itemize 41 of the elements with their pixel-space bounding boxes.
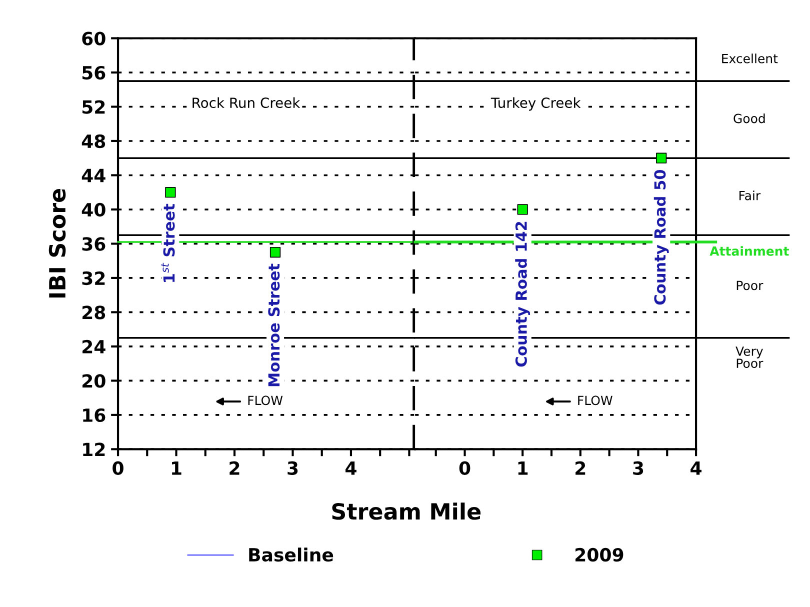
y-tick-label: 48 <box>82 134 106 148</box>
y-tick-label: 60 <box>82 32 106 46</box>
x-axis-title: Stream Mile <box>332 502 481 520</box>
y-tick-label: 40 <box>82 202 106 217</box>
ref-line-label: Attainment <box>710 246 789 256</box>
x-tick-label: 3 <box>288 461 298 475</box>
annotation: Rock Run Creek <box>192 97 300 108</box>
y-tick-label: 44 <box>82 168 106 182</box>
text: Very Poor <box>736 346 764 368</box>
x-tick-label: 4 <box>346 462 356 475</box>
y-tick-label: 24 <box>82 340 106 354</box>
x-tick-label: 0 <box>112 461 124 475</box>
y-tick-label: 12 <box>83 442 105 456</box>
annotation: Monroe Street <box>268 264 280 386</box>
annotation: County Road 142 <box>515 222 530 367</box>
y-axis-title: IBI Score <box>48 188 66 298</box>
x-tick-label: 2 <box>576 461 586 475</box>
annotation: County Road 50 <box>654 170 669 305</box>
y-tick-label: 28 <box>82 306 106 320</box>
y-tick-label: 32 <box>82 271 105 286</box>
annotation: 1$^{st}$ Street <box>161 204 175 282</box>
legend-label: 2009 <box>576 548 624 562</box>
y-tick-label: 36 <box>82 237 106 251</box>
x-tick-label: 0 <box>459 461 470 475</box>
x-tick-label: 2 <box>230 461 240 475</box>
text: Fair <box>739 190 761 200</box>
text: Poor <box>736 280 764 290</box>
x-tick-label: 3 <box>633 461 644 475</box>
y-tick-label: 20 <box>82 374 106 388</box>
x-tick-label: 4 <box>690 462 702 475</box>
text: Excellent <box>722 54 778 64</box>
y-tick-label: 56 <box>82 66 106 80</box>
y-tick-label: 16 <box>83 408 106 422</box>
x-tick-label: 1 <box>518 462 528 475</box>
legend-label: Baseline <box>249 548 334 562</box>
y-tick-label: 52 <box>82 100 105 114</box>
annotation: FLOW <box>578 396 612 406</box>
annotation: FLOW <box>248 396 283 406</box>
annotation: Turkey Creek <box>490 97 581 111</box>
x-tick-label: 1 <box>172 462 182 475</box>
text: Good <box>734 114 765 124</box>
